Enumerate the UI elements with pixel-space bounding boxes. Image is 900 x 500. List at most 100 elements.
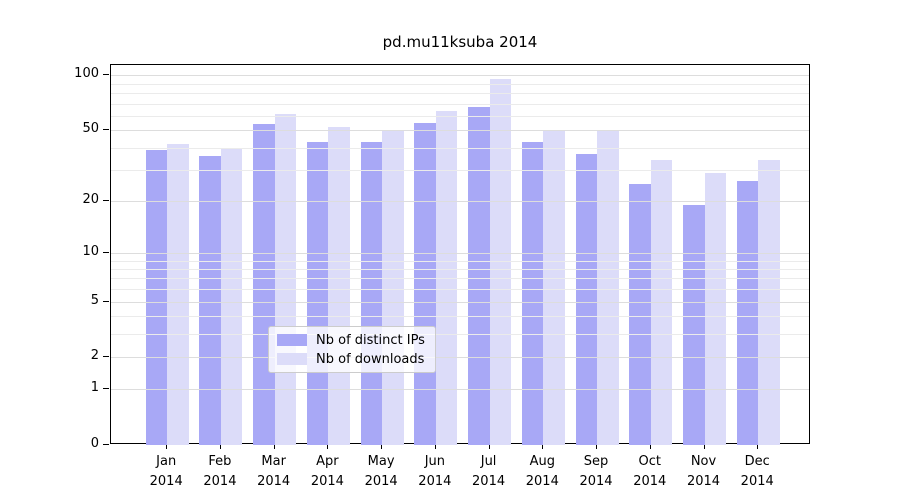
y-tick-label-10: 10: [82, 243, 99, 259]
y-tick-label-5: 5: [90, 292, 99, 308]
month-label: May: [367, 454, 395, 469]
gridline-minor-60: [111, 115, 809, 117]
bar-distinct-ips-jul: [468, 107, 490, 445]
y-tick-label-1: 1: [90, 380, 99, 396]
y-tick-label-20: 20: [82, 192, 99, 208]
legend-item-downloads: Nb of downloads: [277, 352, 435, 367]
month-label: Nov: [690, 454, 717, 469]
gridline-minor-80: [111, 93, 809, 95]
gridline-minor-3: [111, 333, 809, 335]
x-tick-label-may: May 2014: [348, 452, 414, 492]
x-tick-oct: [649, 444, 651, 449]
x-tick-feb: [219, 444, 221, 449]
x-tick-apr: [327, 444, 329, 449]
bar-downloads-jan: [167, 143, 189, 445]
y-tick-label-2: 2: [90, 348, 99, 364]
x-tick-label-jan: Jan 2014: [133, 452, 199, 492]
y-tick-20: [103, 200, 109, 202]
x-tick-label-oct: Oct 2014: [617, 452, 683, 492]
bar-downloads-mar: [274, 114, 297, 445]
gridline-major-1: [111, 389, 809, 391]
y-tick-100: [103, 74, 109, 76]
gridline-minor-30: [111, 169, 809, 171]
x-tick-nov: [703, 444, 705, 449]
bar-downloads-apr: [328, 127, 350, 445]
bar-distinct-ips-feb: [199, 155, 221, 445]
x-tick-label-feb: Feb 2014: [187, 452, 253, 492]
x-tick-jan: [166, 444, 168, 449]
bar-distinct-ips-may: [360, 141, 383, 445]
gridline-minor-90: [111, 83, 809, 85]
x-tick-label-nov: Nov 2014: [671, 452, 737, 492]
month-label: Aug: [529, 454, 555, 469]
y-tick-0: [103, 444, 109, 445]
year-label: 2014: [633, 474, 667, 489]
gridline-minor-40: [111, 147, 809, 149]
year-label: 2014: [257, 474, 291, 489]
bar-downloads-sep: [597, 130, 619, 445]
bar-downloads-may: [382, 130, 404, 445]
month-label: Dec: [744, 454, 770, 469]
ips-color-swatch: [277, 334, 307, 346]
year-label: 2014: [149, 474, 183, 489]
bar-distinct-ips-mar: [253, 124, 275, 445]
bar-distinct-ips-apr: [306, 141, 329, 445]
y-tick-5: [103, 300, 109, 302]
year-label: 2014: [472, 474, 506, 489]
year-label: 2014: [418, 474, 452, 489]
y-tick-label-100: 100: [74, 66, 99, 82]
x-tick-label-jun: Jun 2014: [402, 452, 468, 492]
bar-distinct-ips-jan: [145, 149, 168, 445]
gridline-minor-6: [111, 289, 809, 291]
year-label: 2014: [525, 474, 559, 489]
month-label: Jul: [480, 454, 497, 469]
y-tick-label-0: 0: [90, 436, 99, 451]
gridline-major-2: [111, 357, 809, 359]
x-tick-label-jul: Jul 2014: [456, 452, 522, 492]
gridline-minor-8: [111, 269, 809, 271]
year-label: 2014: [579, 474, 613, 489]
x-tick-mar: [273, 444, 275, 449]
year-label: 2014: [740, 474, 774, 489]
gridline-major-20: [111, 201, 809, 203]
x-tick-dec: [757, 444, 759, 449]
x-tick-may: [381, 444, 383, 449]
year-label: 2014: [364, 474, 398, 489]
month-label: Oct: [638, 454, 661, 469]
y-tick-1: [103, 388, 109, 390]
month-label: Sep: [583, 454, 609, 469]
bar-downloads-nov: [704, 172, 726, 445]
x-tick-label-aug: Aug 2014: [509, 452, 575, 492]
gridline-minor-7: [111, 278, 809, 280]
bar-downloads-jun: [435, 110, 458, 445]
bar-distinct-ips-sep: [575, 153, 598, 445]
x-tick-jun: [434, 444, 436, 449]
plot-area: [110, 64, 810, 445]
year-label: 2014: [686, 474, 721, 489]
gridline-minor-9: [111, 260, 809, 262]
legend: Nb of distinct IPs Nb of downloads: [268, 326, 436, 373]
month-label: Jun: [424, 454, 445, 469]
gridline-major-5: [111, 301, 809, 303]
month-label: Feb: [208, 454, 232, 469]
x-tick-aug: [542, 444, 544, 449]
month-label: Jan: [156, 454, 177, 469]
chart-title: pd.mu11ksuba 2014: [382, 33, 538, 51]
x-tick-label-apr: Apr 2014: [294, 452, 360, 492]
y-tick-label-50: 50: [82, 121, 99, 137]
x-tick-label-dec: Dec 2014: [724, 452, 790, 492]
year-label: 2014: [310, 474, 344, 489]
x-tick-label-sep: Sep 2014: [563, 452, 629, 492]
bar-distinct-ips-nov: [683, 205, 705, 445]
x-tick-label-mar: Mar 2014: [241, 452, 307, 492]
bar-downloads-aug: [543, 130, 565, 445]
bar-distinct-ips-dec: [736, 181, 759, 445]
legend-label-downloads: Nb of downloads: [316, 351, 425, 367]
bar-distinct-ips-aug: [521, 141, 544, 445]
gridline-minor-4: [111, 316, 809, 318]
month-label: Apr: [316, 454, 339, 469]
gridline-major-100: [111, 75, 809, 77]
y-tick-50: [103, 129, 109, 131]
downloads-color-swatch: [277, 353, 307, 365]
gridline-minor-70: [111, 103, 809, 105]
